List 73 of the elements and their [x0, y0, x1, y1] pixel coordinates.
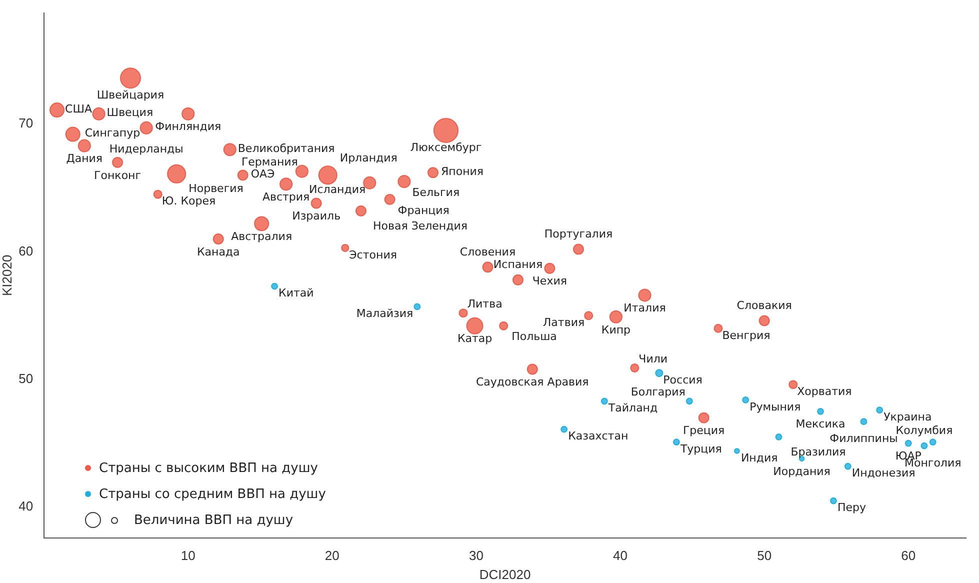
annotation: Финляндия	[155, 120, 222, 134]
annotation: Польша	[512, 330, 557, 344]
annotation: Швеция	[106, 106, 154, 120]
x-tick-label: 50	[757, 548, 772, 564]
annotation: Гонконг	[94, 168, 142, 182]
annotation: Россия	[663, 373, 702, 386]
annotation: Испания	[493, 258, 543, 272]
x-tick-label: 20	[324, 548, 340, 564]
annotation: Мексика	[796, 418, 846, 431]
annotation: Норвегия	[188, 182, 244, 196]
annotation: Германия	[241, 156, 298, 169]
annotation: Филиппины	[830, 432, 898, 445]
annotation: ОАЭ	[250, 168, 276, 181]
annotation: Исландия	[309, 183, 366, 196]
annotation: Дания	[66, 152, 103, 166]
annotation: Перу	[837, 501, 866, 514]
annotation: Япония	[441, 164, 484, 178]
annotation: Швейцария	[96, 88, 164, 102]
annotation: Люксембург	[410, 140, 482, 154]
annotation: Сингапур	[84, 126, 140, 140]
annotation: Украина	[884, 410, 932, 424]
annotation: Италия	[624, 302, 666, 315]
annotation: Австрия	[262, 190, 310, 204]
annotation: Бельгия	[412, 186, 460, 199]
annotation: Тайланд	[607, 402, 658, 415]
annotation: Китай	[278, 286, 314, 300]
annotation: Бразилия	[790, 445, 846, 458]
annotation: Индонезия	[852, 466, 916, 480]
annotation: Иордания	[773, 464, 830, 478]
annotation: Величина ВВП на душу	[134, 512, 294, 528]
annotation: Словения	[460, 245, 516, 258]
annotation: Австралия	[231, 230, 292, 244]
annotation: Франция	[398, 204, 450, 217]
x-tick-label: 30	[468, 548, 484, 564]
x-tick-label: 40	[613, 548, 628, 564]
annotation: Новая Зелендия	[372, 219, 468, 232]
annotation: Ю. Корея	[162, 194, 216, 208]
annotation: Португалия	[544, 228, 613, 241]
annotation: Ирландия	[340, 152, 398, 165]
x-tick-label: 10	[180, 548, 196, 564]
annotation: Великобритания	[238, 142, 335, 155]
annotation: Чехия	[532, 274, 567, 288]
annotation: Малайзия	[356, 307, 414, 320]
annotation: Венгрия	[722, 328, 770, 342]
annotation: Чили	[638, 352, 668, 366]
annotation: Колумбия	[896, 424, 953, 438]
annotation: Литва	[467, 297, 502, 310]
x-axis-title: DCI2020	[479, 566, 531, 582]
annotation: Саудовская Аравия	[476, 376, 589, 389]
legend-label: Страны со средним ВВП на душу	[99, 486, 326, 502]
annotation: Индия	[740, 451, 778, 464]
annotation: Канада	[196, 245, 240, 258]
annotation: Болгария	[630, 386, 686, 399]
annotation: Словакия	[736, 299, 792, 312]
legend-label: Страны с высоким ВВП на душу	[99, 460, 318, 476]
y-tick-label: 70	[18, 116, 34, 131]
y-tick-label: 40	[18, 498, 34, 514]
annotation: Турция	[679, 442, 722, 456]
y-tick-label: 60	[18, 243, 34, 258]
annotation: Израиль	[292, 210, 341, 223]
annotation: США	[65, 102, 92, 116]
annotation: Кипр	[601, 323, 631, 336]
annotation: Нидерланды	[109, 142, 184, 156]
annotation: Эстония	[349, 248, 397, 262]
y-axis-title: KI2020	[0, 254, 14, 296]
annotation: Хорватия	[797, 384, 852, 398]
annotation: Румыния	[750, 400, 801, 414]
annotation: Катар	[457, 332, 492, 346]
annotation: Латвия	[542, 316, 585, 329]
x-tick-label: 60	[901, 548, 916, 564]
y-tick-label: 50	[18, 371, 34, 386]
annotation: Казахстан	[568, 430, 628, 443]
annotation: Греция	[682, 424, 725, 438]
